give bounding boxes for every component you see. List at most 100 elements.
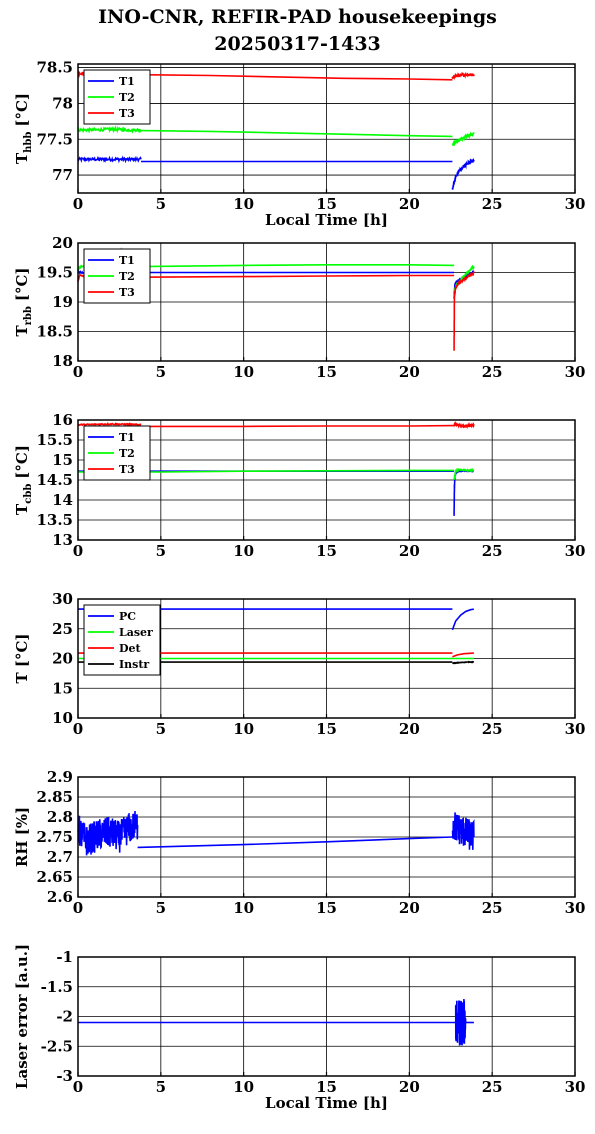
y-tick-label: 2.7 bbox=[47, 848, 73, 866]
x-tick-label: 0 bbox=[73, 363, 83, 381]
legend: T1 T2 T3 bbox=[83, 248, 151, 304]
title-line-2: 20250317-1433 bbox=[214, 33, 381, 55]
x-tick-label: 20 bbox=[399, 1078, 420, 1096]
y-tick-label: 2.75 bbox=[36, 828, 73, 846]
x-tick-label: 10 bbox=[233, 899, 254, 917]
chart-panel-1: 0 5 10 15 20 25 30 77 77.5 78 78.5 Local Time [h] Th… bbox=[13, 59, 585, 229]
series-line-t2-seg2 bbox=[140, 263, 455, 268]
x-tick-label: 5 bbox=[156, 542, 166, 560]
x-tick-label: 20 bbox=[399, 899, 420, 917]
x-tick-label: 25 bbox=[482, 542, 503, 560]
y-tick-label: 2.8 bbox=[47, 808, 73, 826]
x-tick-label: 15 bbox=[316, 899, 337, 917]
series-line-t2-seg2 bbox=[140, 129, 453, 138]
y-tick-label: 14 bbox=[52, 491, 73, 509]
y-tick-label: 10 bbox=[52, 709, 73, 727]
legend-label-t3: T3 bbox=[119, 286, 135, 299]
series-line-t3-seg3 bbox=[451, 71, 475, 81]
x-tick-label: 10 bbox=[233, 542, 254, 560]
x-tick-label: 15 bbox=[316, 720, 337, 738]
chart-panel-2: 0 5 10 15 20 25 30 18 18.5 19 19.5 20 Trbb[°C] T1 T2 T3 bbox=[13, 234, 585, 381]
series-line-data-seg1 bbox=[77, 810, 139, 856]
x-tick-label: 30 bbox=[565, 899, 586, 917]
y-tick-label: 15.5 bbox=[36, 431, 73, 449]
x-tick-label: 20 bbox=[399, 542, 420, 560]
x-tick-label: 25 bbox=[482, 195, 503, 213]
legend-label-t2: T2 bbox=[119, 91, 135, 104]
x-tick-label: 30 bbox=[565, 195, 586, 213]
x-tick-label: 5 bbox=[156, 195, 166, 213]
series-line-t2-seg3 bbox=[451, 131, 475, 147]
x-axis-label: Local Time [h] bbox=[265, 211, 388, 229]
x-tick-label: 10 bbox=[233, 195, 254, 213]
legend: T1 T2 T3 bbox=[83, 425, 151, 481]
y-axis-label: Laser error [a.u.] bbox=[13, 944, 31, 1089]
series-line-t2-seg1 bbox=[77, 124, 142, 134]
y-tick-label: 77.5 bbox=[36, 130, 73, 148]
y-tick-label: -2.5 bbox=[41, 1037, 73, 1055]
x-tick-label: 20 bbox=[399, 720, 420, 738]
x-tick-label: 0 bbox=[73, 720, 83, 738]
title-line-1: INO-CNR, REFIR-PAD housekeepings bbox=[98, 6, 497, 28]
legend-label-pc: PC bbox=[119, 610, 136, 623]
series-line-t1-seg2 bbox=[453, 468, 475, 516]
legend-label-det: Det bbox=[119, 642, 142, 655]
legend-label-t2: T2 bbox=[119, 447, 135, 460]
chart-panel-3: 0 5 10 15 20 25 30 13 13.5 14 14.5 15 15.5 16 Tcbb[°C]… bbox=[13, 411, 585, 560]
y-tick-label: -3 bbox=[56, 1067, 73, 1085]
x-tick-label: 30 bbox=[565, 1078, 586, 1096]
x-tick-label: 10 bbox=[233, 720, 254, 738]
legend-label-t1: T1 bbox=[119, 431, 135, 444]
y-axis-label: Trbb[°C] bbox=[13, 267, 34, 336]
x-tick-label: 5 bbox=[156, 363, 166, 381]
x-tick-label: 0 bbox=[73, 1078, 83, 1096]
x-tick-label: 5 bbox=[156, 899, 166, 917]
series-line-t1-seg1 bbox=[77, 155, 142, 164]
series-line-data-seg3 bbox=[451, 812, 475, 850]
x-tick-label: 25 bbox=[482, 899, 503, 917]
y-tick-label: 2.65 bbox=[36, 868, 73, 886]
x-tick-label: 15 bbox=[316, 1078, 337, 1096]
series-line-det-seg2 bbox=[452, 652, 474, 658]
x-tick-label: 25 bbox=[482, 720, 503, 738]
y-axis-label: Thbb[°C] bbox=[13, 93, 34, 164]
series-line-instr-seg2 bbox=[452, 660, 475, 665]
x-tick-label: 30 bbox=[565, 363, 586, 381]
legend-box bbox=[83, 69, 151, 125]
legend-label-t2: T2 bbox=[119, 270, 135, 283]
legend-label-t1: T1 bbox=[119, 75, 135, 88]
y-tick-label: 30 bbox=[52, 590, 73, 608]
y-tick-label: -2 bbox=[56, 1008, 73, 1026]
chart-panel-5: 0 5 10 15 20 25 30 2.6 2.65 2.7 2.75 2.8 2.85 2.9 RH [… bbox=[13, 768, 585, 917]
series-line-t3-seg2 bbox=[140, 73, 453, 81]
x-tick-label: 5 bbox=[156, 1078, 166, 1096]
y-axis-label: RH [%] bbox=[13, 807, 31, 867]
series-line-t3-seg2 bbox=[140, 274, 455, 278]
y-tick-label: 2.9 bbox=[47, 768, 73, 786]
x-tick-label: 25 bbox=[482, 363, 503, 381]
x-tick-label: 15 bbox=[316, 195, 337, 213]
series-line-t1-seg3 bbox=[451, 157, 475, 190]
series-line-data-seg2 bbox=[137, 836, 453, 849]
figure-title: INO-CNR, REFIR-PAD housekeepings 2025031… bbox=[0, 4, 595, 58]
legend-label-t1: T1 bbox=[119, 254, 135, 267]
x-tick-label: 0 bbox=[73, 899, 83, 917]
y-axis-label: Tcbb[°C] bbox=[13, 445, 34, 515]
y-tick-label: 78.5 bbox=[36, 59, 73, 77]
y-tick-label: 15 bbox=[52, 679, 73, 697]
x-axis-label: Local Time [h] bbox=[265, 1094, 388, 1112]
y-tick-label: 20 bbox=[52, 234, 73, 252]
y-tick-label: 15 bbox=[52, 451, 73, 469]
x-tick-label: 15 bbox=[316, 542, 337, 560]
legend: T1 T2 T3 bbox=[83, 69, 151, 125]
x-tick-label: 25 bbox=[482, 1078, 503, 1096]
y-tick-label: -1 bbox=[56, 948, 73, 966]
x-tick-label: 30 bbox=[565, 720, 586, 738]
series-line-t3-seg2 bbox=[141, 424, 455, 428]
legend: PC Laser Det Instr bbox=[83, 604, 161, 676]
legend-label-t3: T3 bbox=[119, 463, 135, 476]
x-tick-label: 10 bbox=[233, 1078, 254, 1096]
x-tick-label: 20 bbox=[399, 195, 420, 213]
series-line-t3-seg3 bbox=[453, 270, 475, 351]
